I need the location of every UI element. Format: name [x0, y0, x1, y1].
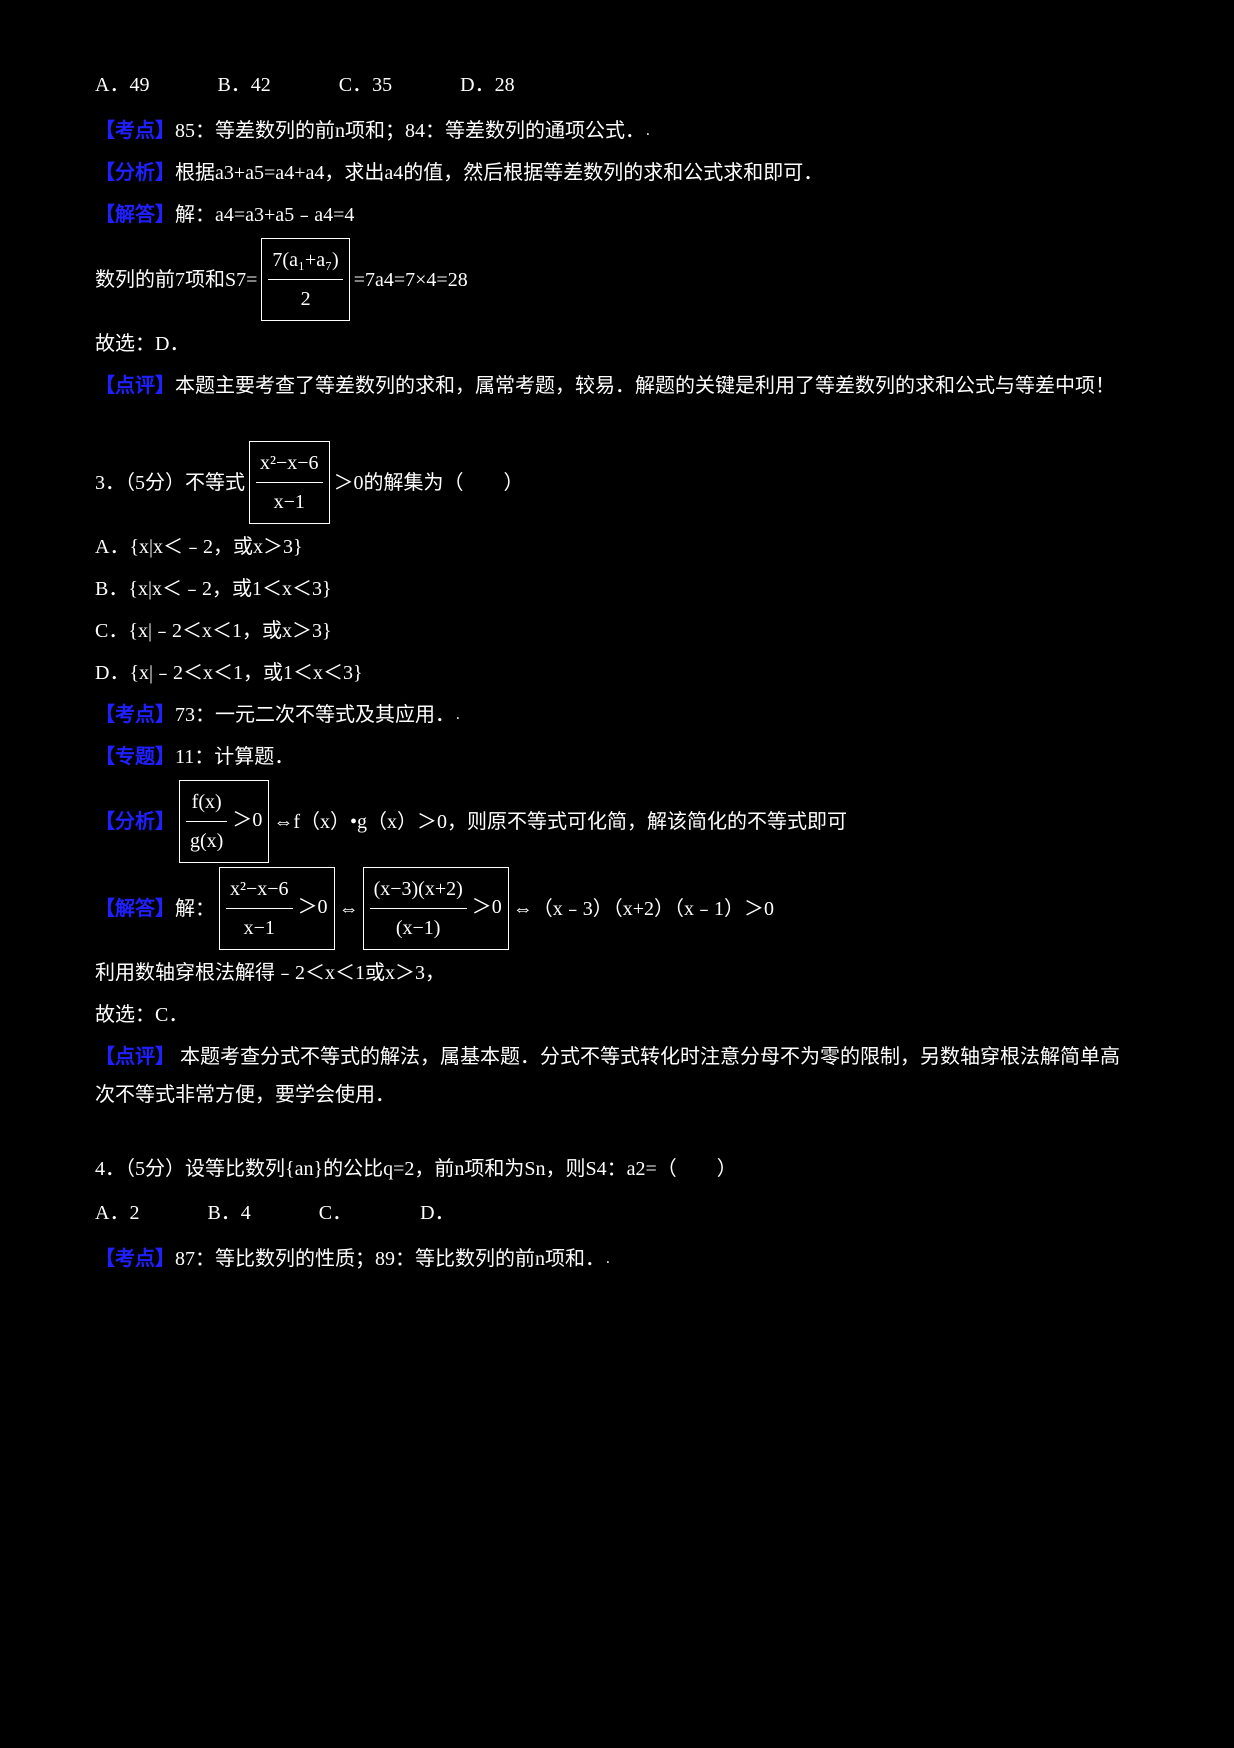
q3-stem-frac: x²−x−6 x−1 [249, 441, 330, 524]
q2-jieda-line1: 解：a4=a3+a5﹣a4=4 [175, 196, 354, 234]
q3-stem: 3．（5分）不等式 x²−x−6 x−1 ＞0的解集为（ ） [95, 441, 1139, 524]
q3-opt-c: C．{x|﹣2＜x＜1，或x＞3} [95, 612, 1139, 650]
q3-dianping-row: 【点评】 本题考查分式不等式的解法，属基本题．分式不等式转化时注意分母不为零的限… [95, 1038, 1139, 1114]
q3-fenxi-gt: ＞0 [232, 809, 262, 831]
q3-stem-a: 3．（5分）不等式 [95, 464, 245, 502]
q3-fenxi-frac-num: f(x) [186, 783, 227, 822]
q3-kaodian-row: 【考点】 73：一元二次不等式及其应用． ． [95, 696, 1139, 734]
q4-kaodian-text: 87：等比数列的性质；89：等比数列的前n项和． [175, 1240, 605, 1278]
q4-options: A．2 B．4 C． D． [95, 1194, 1139, 1232]
q3-frac2-den: x−1 [226, 909, 293, 947]
q2-fenxi-text: 根据a3+a5=a4+a4，求出a4的值，然后根据等差数列的求和公式求和即可． [175, 154, 823, 192]
q3-jieda-arrow: ⇔ [339, 890, 359, 928]
q3-jieda-l1a: 解： [175, 890, 215, 928]
q4-stem-text: 4．（5分）设等比数列{an}的公比q=2，前n项和为Sn，则S4：a2=（ ） [95, 1158, 737, 1180]
q3-jieda-l1d: ⇔（x﹣3）（x+2）（x﹣1）＞0 [513, 890, 774, 928]
q2-fenxi-label: 【分析】 [95, 154, 175, 192]
q3-opt-d: D．{x|﹣2＜x＜1，或1＜x＜3} [95, 654, 1139, 692]
q3-jieda-row3: 故选：C． [95, 996, 1139, 1034]
q4-stem: 4．（5分）设等比数列{an}的公比q=2，前n项和为Sn，则S4：a2=（ ） [95, 1150, 1139, 1188]
q3-opt-a: A．{x|x＜﹣2，或x＞3} [95, 528, 1139, 566]
q2-option-b: B．42 [217, 66, 270, 104]
q3-dianping-label: 【点评】 [95, 1046, 175, 1068]
q4-option-a: A．2 [95, 1194, 139, 1232]
q3-frac2-gt: ＞0 [298, 896, 328, 918]
q2-jieda-row3: 故选：D． [95, 325, 1139, 363]
q4-option-c: C． [319, 1194, 352, 1232]
q2-jieda-l2b: =7a4=7×4=28 [354, 261, 468, 299]
q2-option-d: D．28 [460, 66, 514, 104]
q3-stem-frac-den: x−1 [256, 483, 323, 521]
q2-dianping-text: 本题主要考查了等差数列的求和，属常考题，较易．解题的关键是利用了等差数列的求和公… [175, 367, 1115, 405]
q3-fenxi-text2: ⇔f（x）•g（x）＞0，则原不等式可化简，解该简化的不等式即可 [273, 803, 847, 841]
q3-frac2: x²−x−6 x−1 ＞0 [219, 867, 335, 950]
q3-jieda-row1: 【解答】 解： x²−x−6 x−1 ＞0 ⇔ (x−3)(x+2) (x−1)… [95, 867, 1139, 950]
q2-jieda-row1: 【解答】 解：a4=a3+a5﹣a4=4 [95, 196, 1139, 234]
q2-jieda-l3: 故选：D． [95, 333, 189, 355]
q3-jieda-l2: 利用数轴穿根法解得﹣2＜x＜1或x＞3， [95, 962, 445, 984]
q2-formula-num: 7(a₁+a₇) [268, 241, 342, 280]
q2-formula-sum: 7(a₁+a₇) 2 [261, 238, 349, 321]
q3-zhuanti-row: 【专题】 11：计算题． [95, 738, 1139, 776]
q3-jieda-l3: 故选：C． [95, 1004, 188, 1026]
q3-kaodian-dot: ． [455, 704, 467, 727]
q3-jieda-label: 【解答】 [95, 890, 175, 928]
q3-zhuanti-label: 【专题】 [95, 738, 175, 776]
q2-jieda-row2: 数列的前7项和S7= 7(a₁+a₇) 2 =7a4=7×4=28 [95, 238, 1139, 321]
q3-frac3-den: (x−1) [370, 909, 467, 947]
q4-kaodian-row: 【考点】 87：等比数列的性质；89：等比数列的前n项和． ． [95, 1240, 1139, 1278]
q3-fenxi-frac-den: g(x) [186, 822, 227, 860]
q3-kaodian-text: 73：一元二次不等式及其应用． [175, 696, 455, 734]
q2-dianping-label: 【点评】 [95, 367, 175, 405]
q3-kaodian-label: 【考点】 [95, 696, 175, 734]
q2-option-a: A．49 [95, 66, 149, 104]
q2-kaodian-row: 【考点】 85：等差数列的前n项和；84：等差数列的通项公式． ． [95, 112, 1139, 150]
q2-formula-den: 2 [268, 280, 342, 318]
q3-dianping-text: 本题考查分式不等式的解法，属基本题．分式不等式转化时注意分母不为零的限制，另数轴… [95, 1046, 1120, 1106]
q3-stem-frac-num: x²−x−6 [256, 444, 323, 483]
q3-frac3-gt: ＞0 [472, 896, 502, 918]
q4-kaodian-dot: ． [605, 1248, 617, 1271]
q3-jieda-row2: 利用数轴穿根法解得﹣2＜x＜1或x＞3， [95, 954, 1139, 992]
q3-frac2-num: x²−x−6 [226, 870, 293, 909]
q2-jieda-label: 【解答】 [95, 196, 175, 234]
q2-jieda-l2a: 数列的前7项和S7= [95, 261, 257, 299]
q2-kaodian-text: 85：等差数列的前n项和；84：等差数列的通项公式． [175, 112, 645, 150]
q2-fenxi-row: 【分析】 根据a3+a5=a4+a4，求出a4的值，然后根据等差数列的求和公式求… [95, 154, 1139, 192]
q3-opt-b: B．{x|x＜﹣2，或1＜x＜3} [95, 570, 1139, 608]
q2-dianping-row: 【点评】 本题主要考查了等差数列的求和，属常考题，较易．解题的关键是利用了等差数… [95, 367, 1139, 405]
q2-kaodian-label: 【考点】 [95, 112, 175, 150]
q3-fenxi-label: 【分析】 [95, 803, 175, 841]
q2-option-c: C．35 [339, 66, 392, 104]
q4-option-d: D． [420, 1194, 454, 1232]
q3-frac3-num: (x−3)(x+2) [370, 870, 467, 909]
q4-kaodian-label: 【考点】 [95, 1240, 175, 1278]
q3-fenxi-row: 【分析】 f(x) g(x) ＞0 ⇔f（x）•g（x）＞0，则原不等式可化简，… [95, 780, 1139, 863]
q3-stem-b: ＞0的解集为（ ） [334, 464, 524, 502]
q3-fenxi-frac: f(x) g(x) ＞0 [179, 780, 269, 863]
q3-zhuanti-text: 11：计算题． [175, 738, 294, 776]
q2-kaodian-dot: ． [645, 120, 657, 143]
q3-frac3: (x−3)(x+2) (x−1) ＞0 [363, 867, 509, 950]
q4-option-b: B．4 [207, 1194, 250, 1232]
q2-options: A．49 B．42 C．35 D．28 [95, 66, 1139, 104]
